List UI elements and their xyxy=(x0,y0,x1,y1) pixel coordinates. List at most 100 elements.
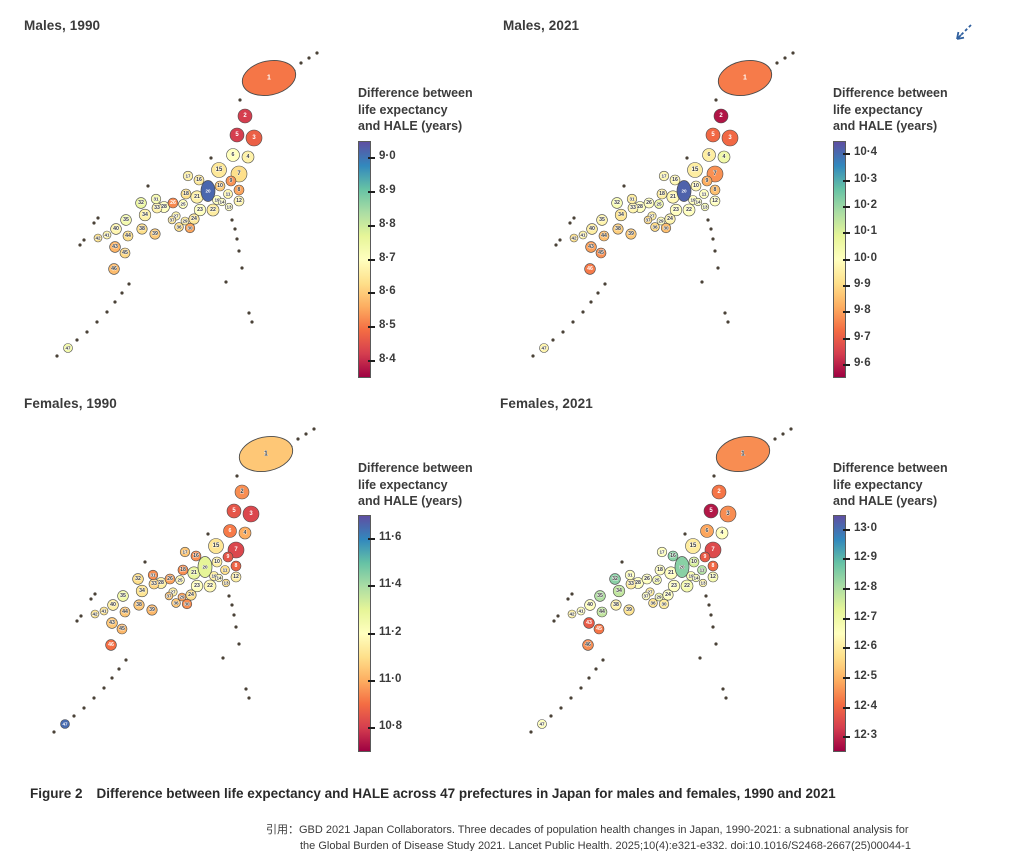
prefecture-number: 1 xyxy=(743,75,747,82)
prefecture-cell xyxy=(190,550,202,562)
islet-dot xyxy=(250,320,254,324)
islet-dot xyxy=(79,614,83,618)
prefecture-number: 34 xyxy=(618,212,624,218)
prefecture-number: 8 xyxy=(712,563,715,569)
tick-mark xyxy=(843,179,850,182)
islet-dot xyxy=(554,243,558,247)
prefecture-number: 44 xyxy=(122,609,128,615)
prefecture-cell xyxy=(711,484,727,500)
prefecture-number: 18 xyxy=(180,567,186,573)
prefecture-number: 2 xyxy=(717,489,721,495)
prefecture-number: 23 xyxy=(194,583,200,589)
tick-label: 8·9 xyxy=(379,183,396,196)
islet-dot xyxy=(559,706,563,710)
figure-caption-label: Figure 2 xyxy=(30,786,83,801)
prefecture-cell xyxy=(105,639,117,651)
islet-dot xyxy=(113,300,117,304)
islet-dot xyxy=(124,658,128,662)
prefecture-cell xyxy=(701,175,713,187)
prefecture-number: 28 xyxy=(161,204,167,210)
islet-dot xyxy=(698,656,702,660)
prefecture-cell xyxy=(680,579,694,593)
citation-line-1: 引用：GBD 2021 Japan Collaborators. Three d… xyxy=(266,824,909,836)
prefecture-number: 6 xyxy=(708,152,711,158)
tick-label: 8·6 xyxy=(379,285,396,298)
prefecture-number: 9 xyxy=(230,178,233,184)
prefecture-number: 24 xyxy=(191,216,197,222)
panel-title-males-1990: Males, 1990 xyxy=(24,18,101,33)
islet-dot xyxy=(773,437,777,441)
prefecture-number: 15 xyxy=(690,543,697,549)
prefecture-number: 12 xyxy=(233,574,239,580)
prefecture-cell xyxy=(698,578,708,588)
islet-dot xyxy=(304,432,308,436)
prefecture-number: 36 xyxy=(650,601,656,606)
prefecture-number: 35 xyxy=(599,217,605,223)
tick-label: 9·0 xyxy=(379,149,396,162)
prefecture-number: 6 xyxy=(706,528,709,534)
islet-dot xyxy=(82,238,86,242)
islet-dot xyxy=(596,291,600,295)
prefecture-cell xyxy=(110,223,122,235)
tick-label: 9·7 xyxy=(854,330,871,343)
prefecture-number: 29 xyxy=(179,595,185,600)
islet-dot xyxy=(683,532,687,536)
prefecture-number: 20 xyxy=(681,189,687,194)
prefecture-cell xyxy=(669,203,683,217)
prefecture-cell xyxy=(682,203,696,217)
islet-dot xyxy=(685,156,689,160)
prefecture-number: 3 xyxy=(726,511,730,517)
islet-dot xyxy=(587,676,591,680)
prefecture-number: 40 xyxy=(113,226,119,232)
tick-mark xyxy=(368,292,375,295)
islet-dot xyxy=(127,282,131,286)
islet-dot xyxy=(233,227,237,231)
islet-dot xyxy=(105,310,109,314)
prefecture-cell xyxy=(241,150,255,164)
prefecture-number: 16 xyxy=(672,177,678,183)
tick-label: 11·4 xyxy=(379,578,402,591)
prefecture-cell xyxy=(610,599,622,611)
collapse-arrow-icon[interactable] xyxy=(951,20,977,46)
prefecture-cell xyxy=(146,604,158,616)
prefecture-cell xyxy=(133,599,145,611)
prefecture-number: 45 xyxy=(598,250,604,256)
prefecture-cell xyxy=(596,214,608,226)
prefecture-number: 19 xyxy=(211,574,217,579)
prefecture-cell xyxy=(569,233,579,243)
prefecture-cell xyxy=(641,573,653,585)
prefecture-cell xyxy=(230,560,242,572)
tick-label: 9·6 xyxy=(854,356,871,369)
prefecture-number: 40 xyxy=(587,602,593,608)
prefecture-cell xyxy=(654,592,664,602)
islet-dot xyxy=(529,730,533,734)
prefecture-number: 31 xyxy=(153,197,159,202)
prefecture-number: 46 xyxy=(108,642,114,648)
prefecture-number: 37 xyxy=(169,218,175,223)
islet-dot xyxy=(52,730,56,734)
tick-mark xyxy=(843,205,850,208)
panel-title-females-2021: Females, 2021 xyxy=(500,396,593,411)
prefecture-cell xyxy=(652,575,662,585)
islet-dot xyxy=(110,676,114,680)
prefecture-number: 39 xyxy=(152,231,158,237)
prefecture-number: 36 xyxy=(176,225,182,230)
prefecture-number: 15 xyxy=(692,167,699,173)
prefecture-number: 26 xyxy=(646,200,652,206)
islet-dot xyxy=(775,61,779,65)
islet-dot xyxy=(714,98,718,102)
prefecture-number: 12 xyxy=(712,198,718,204)
islet-dot xyxy=(561,330,565,334)
prefecture-cell xyxy=(593,623,605,635)
islet-dot xyxy=(143,560,147,564)
prefecture-cell xyxy=(203,579,217,593)
prefecture-number: 4 xyxy=(723,154,726,160)
prefecture-cell xyxy=(214,573,224,583)
prefecture-number: 9 xyxy=(704,554,707,560)
prefecture-cell xyxy=(719,505,737,523)
tick-label: 9·8 xyxy=(854,304,871,317)
prefecture-number: 1 xyxy=(264,451,268,458)
prefecture-cell xyxy=(223,524,237,538)
islet-dot xyxy=(92,221,96,225)
islet-dot xyxy=(92,696,96,700)
